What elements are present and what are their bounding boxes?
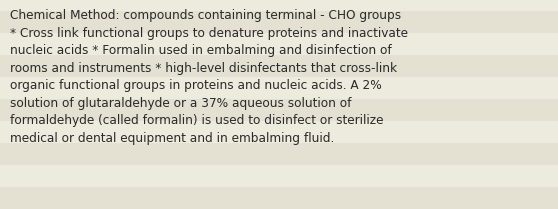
Text: Chemical Method: compounds containing terminal - CHO groups
* Cross link functio: Chemical Method: compounds containing te… [10, 9, 408, 145]
Bar [0, 187, 558, 209]
Bar [0, 99, 558, 121]
Bar [0, 143, 558, 165]
Bar [0, 55, 558, 77]
Bar [0, 11, 558, 33]
